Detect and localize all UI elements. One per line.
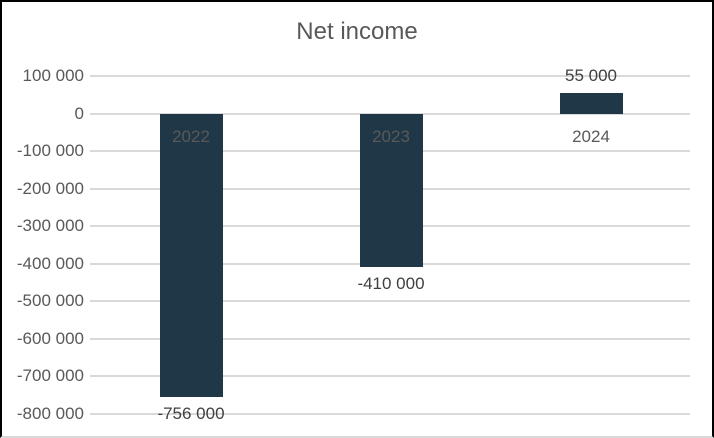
gridline--800000 <box>90 412 690 415</box>
category-label-2024: 2024 <box>572 126 610 146</box>
data-label-2024: 55 000 <box>565 65 617 85</box>
category-label-2023: 2023 <box>372 126 410 146</box>
y-tick-label: -600 000 <box>16 328 84 348</box>
y-tick-label: 100 000 <box>22 66 84 85</box>
gridline--500000 <box>90 300 690 302</box>
gridline-100000 <box>90 75 690 77</box>
bar-2024 <box>559 92 623 114</box>
chart-title: Net income <box>296 18 418 45</box>
y-tick-label: -300 000 <box>16 216 84 235</box>
gridline--700000 <box>90 375 690 377</box>
bar-2022 <box>159 113 223 397</box>
bar-2023 <box>359 113 423 268</box>
y-tick-label: -700 000 <box>16 366 84 385</box>
gridline--600000 <box>90 337 690 340</box>
y-tick-label: -500 000 <box>16 291 84 310</box>
data-label-2023: -410 000 <box>357 274 425 294</box>
y-tick-label: 0 <box>74 103 84 123</box>
y-tick-label: -200 000 <box>16 178 84 198</box>
data-label-2022: -756 000 <box>157 404 225 423</box>
y-tick-label: -400 000 <box>16 253 84 273</box>
y-tick-label: -800 000 <box>16 403 84 423</box>
y-tick-label: -100 000 <box>16 141 84 160</box>
category-label-2022: 2022 <box>172 126 210 146</box>
